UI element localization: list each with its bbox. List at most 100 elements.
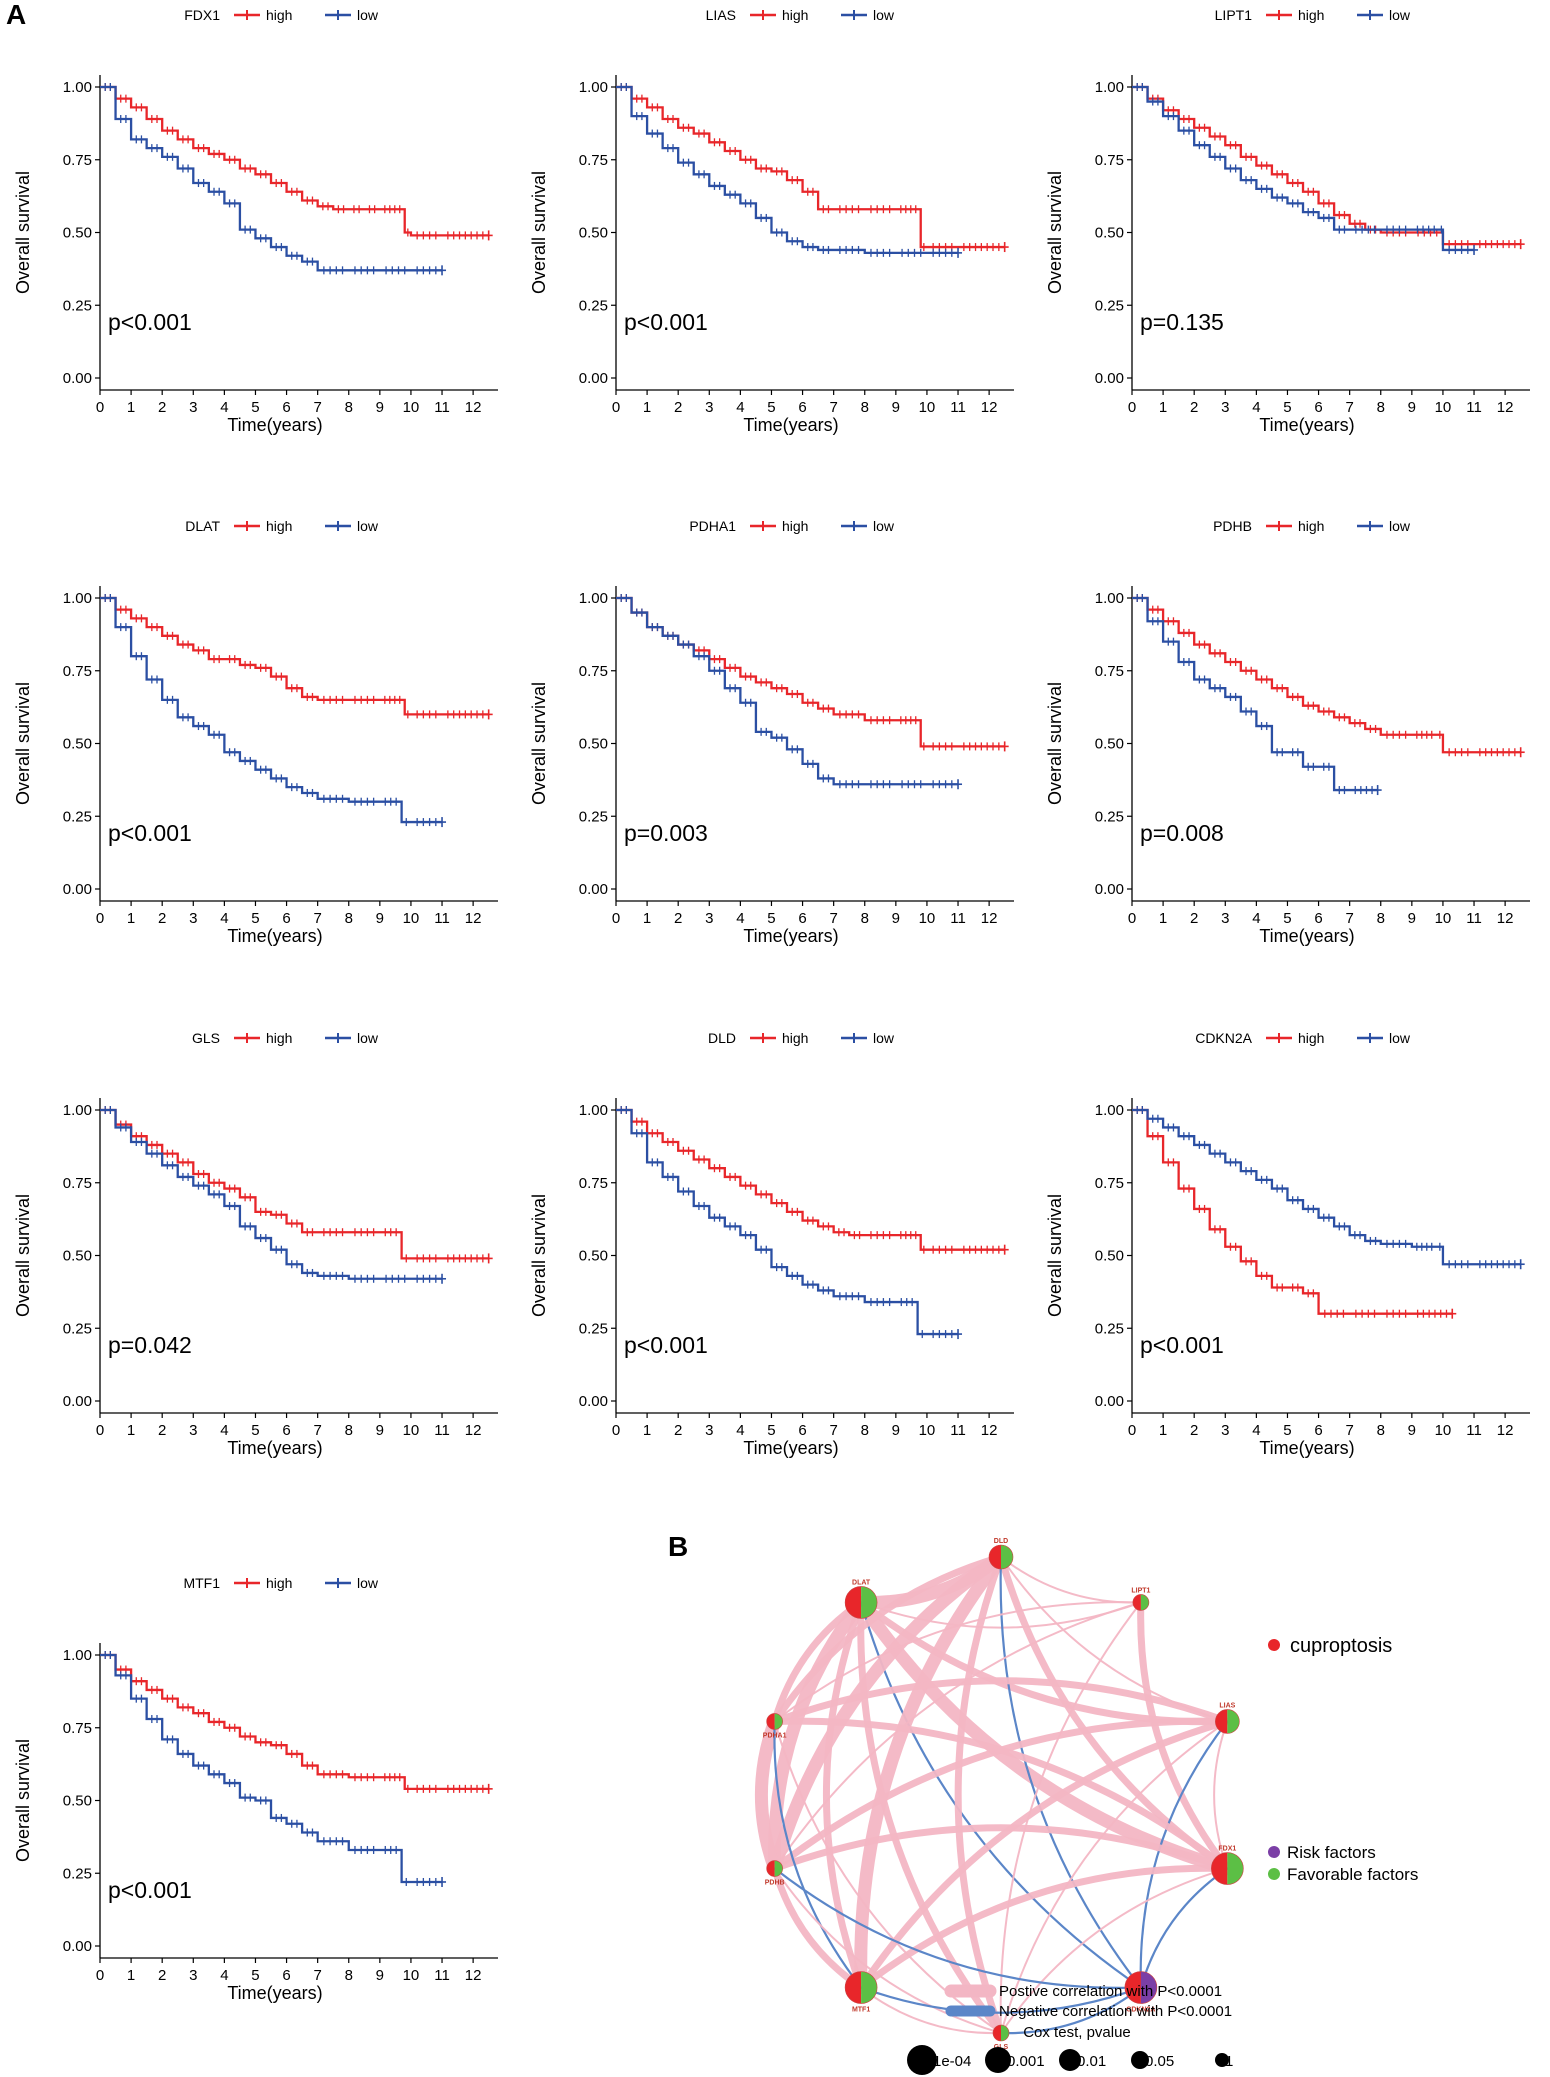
node-left-half [845, 1971, 862, 2004]
edge-positive-lipt1-pdhb [773, 1601, 1142, 1870]
edge-positive-dld-gls [954, 1553, 1005, 2037]
node-label: PDHA1 [763, 1732, 787, 1739]
node-fdx1: FDX1 [1211, 1846, 1244, 1885]
node-gls: GLS [992, 2024, 1010, 2051]
edge-positive-lias-pdha1 [771, 1677, 1231, 1725]
x-tick-label: 12 [981, 910, 998, 927]
km-curve-high [616, 596, 1005, 748]
x-tick-label: 6 [282, 1967, 290, 1984]
p-value-label: p<0.001 [108, 309, 192, 335]
legend-low-label: low [873, 7, 895, 23]
x-tick-label: 3 [1221, 1422, 1229, 1439]
legend-low-label: low [357, 518, 379, 534]
y-tick-label: 0.50 [63, 1248, 92, 1265]
node-pdhb: PDHB [765, 1860, 785, 1887]
x-tick-label: 12 [465, 910, 482, 927]
y-axis-title: Overall survival [529, 1194, 549, 1317]
node-right-half [1227, 1852, 1244, 1885]
edge-negative-fdx1-cdkn2a [1139, 1867, 1229, 1989]
legend-high-label: high [266, 518, 292, 534]
x-tick-label: 1 [1159, 399, 1167, 416]
x-tick-label: 11 [434, 1422, 450, 1439]
y-axis-title: Overall survival [529, 171, 549, 294]
panel-label-b: B [668, 1531, 688, 1562]
x-tick-label: 10 [403, 399, 420, 416]
km-curve-low [616, 1108, 959, 1336]
p-value-label: p<0.001 [624, 1332, 708, 1358]
x-tick-label: 0 [96, 1967, 104, 1984]
x-tick-label: 9 [892, 910, 900, 927]
p-value-label: p<0.001 [624, 309, 708, 335]
x-tick-label: 2 [674, 910, 682, 927]
legend-favorable-label: Favorable factors [1287, 1865, 1418, 1884]
edge-positive-mtf1-gls [860, 1986, 1002, 2035]
cox-legend-dot [985, 2047, 1011, 2073]
km-curve-high [616, 1108, 1005, 1251]
km-curve-low [616, 85, 959, 255]
x-tick-label: 10 [403, 1967, 420, 1984]
y-tick-label: 0.25 [579, 297, 608, 314]
edge-negative-mtf1-cdkn2a [860, 1986, 1142, 2014]
y-tick-label: 0.00 [63, 1393, 92, 1410]
cox-legend-dot [1215, 2053, 1229, 2067]
x-tick-label: 5 [251, 399, 259, 416]
legend-high-label: high [266, 1030, 292, 1046]
edge-positive-lipt1-pdha1 [773, 1601, 1142, 1723]
legend-low-label: low [357, 1030, 379, 1046]
cox-legend-dot [1131, 2051, 1149, 2069]
node-right-half [861, 1971, 878, 2004]
legend-high-label: high [266, 7, 292, 23]
legend-gene-title: PDHA1 [689, 518, 736, 534]
legend-positive-label: Postive correlation with P<0.0001 [999, 1983, 1222, 2000]
y-tick-label: 0.00 [63, 881, 92, 898]
y-tick-label: 0.00 [1095, 881, 1124, 898]
edge-positive-dld-lipt1 [1000, 1556, 1142, 1604]
x-tick-label: 0 [1128, 1422, 1136, 1439]
km-curve-low [1132, 85, 1475, 252]
km-curve-low [100, 1653, 443, 1884]
y-tick-label: 1.00 [63, 79, 92, 96]
node-right-half [1001, 2025, 1009, 2041]
x-tick-label: 7 [313, 1422, 321, 1439]
x-tick-label: 9 [1408, 1422, 1416, 1439]
x-tick-label: 5 [1283, 1422, 1291, 1439]
x-tick-label: 9 [1408, 910, 1416, 927]
edge-positive-dlat-mtf1 [823, 1598, 865, 1992]
y-axis-title: Overall survival [13, 171, 33, 294]
edge-positive-fdx1-pdhb [771, 1824, 1231, 1873]
y-axis-title: Overall survival [13, 1194, 33, 1317]
node-outline [844, 1586, 878, 1619]
legend-high-label: high [782, 7, 808, 23]
node-label: FDX1 [1218, 1846, 1236, 1853]
legend-low-label: low [1389, 7, 1411, 23]
x-tick-label: 6 [798, 399, 806, 416]
node-left-half [989, 1545, 1001, 1569]
y-tick-label: 0.25 [63, 1865, 92, 1882]
p-value-label: p<0.001 [108, 1877, 192, 1903]
x-tick-label: 10 [919, 910, 936, 927]
x-tick-label: 8 [345, 910, 353, 927]
x-tick-label: 12 [981, 1422, 998, 1439]
edge-negative-gls-cdkn2a [999, 1986, 1142, 2035]
y-tick-label: 0.00 [579, 370, 608, 387]
y-tick-label: 0.25 [1095, 297, 1124, 314]
x-tick-label: 3 [705, 399, 713, 416]
legend: GLS high low [192, 1030, 379, 1046]
x-tick-label: 4 [1252, 910, 1260, 927]
x-tick-label: 1 [127, 910, 135, 927]
edge-positive-lias-fdx1 [1213, 1720, 1229, 1870]
x-tick-label: 9 [376, 399, 384, 416]
x-tick-label: 3 [1221, 399, 1229, 416]
y-tick-label: 0.50 [1095, 1248, 1124, 1265]
y-tick-label: 0.25 [579, 1320, 608, 1337]
x-tick-label: 1 [127, 1422, 135, 1439]
legend-high-label: high [1298, 7, 1324, 23]
x-tick-label: 7 [829, 1422, 837, 1439]
legend-risk-dot [1268, 1846, 1280, 1858]
y-tick-label: 0.25 [63, 1320, 92, 1337]
x-tick-label: 7 [829, 399, 837, 416]
